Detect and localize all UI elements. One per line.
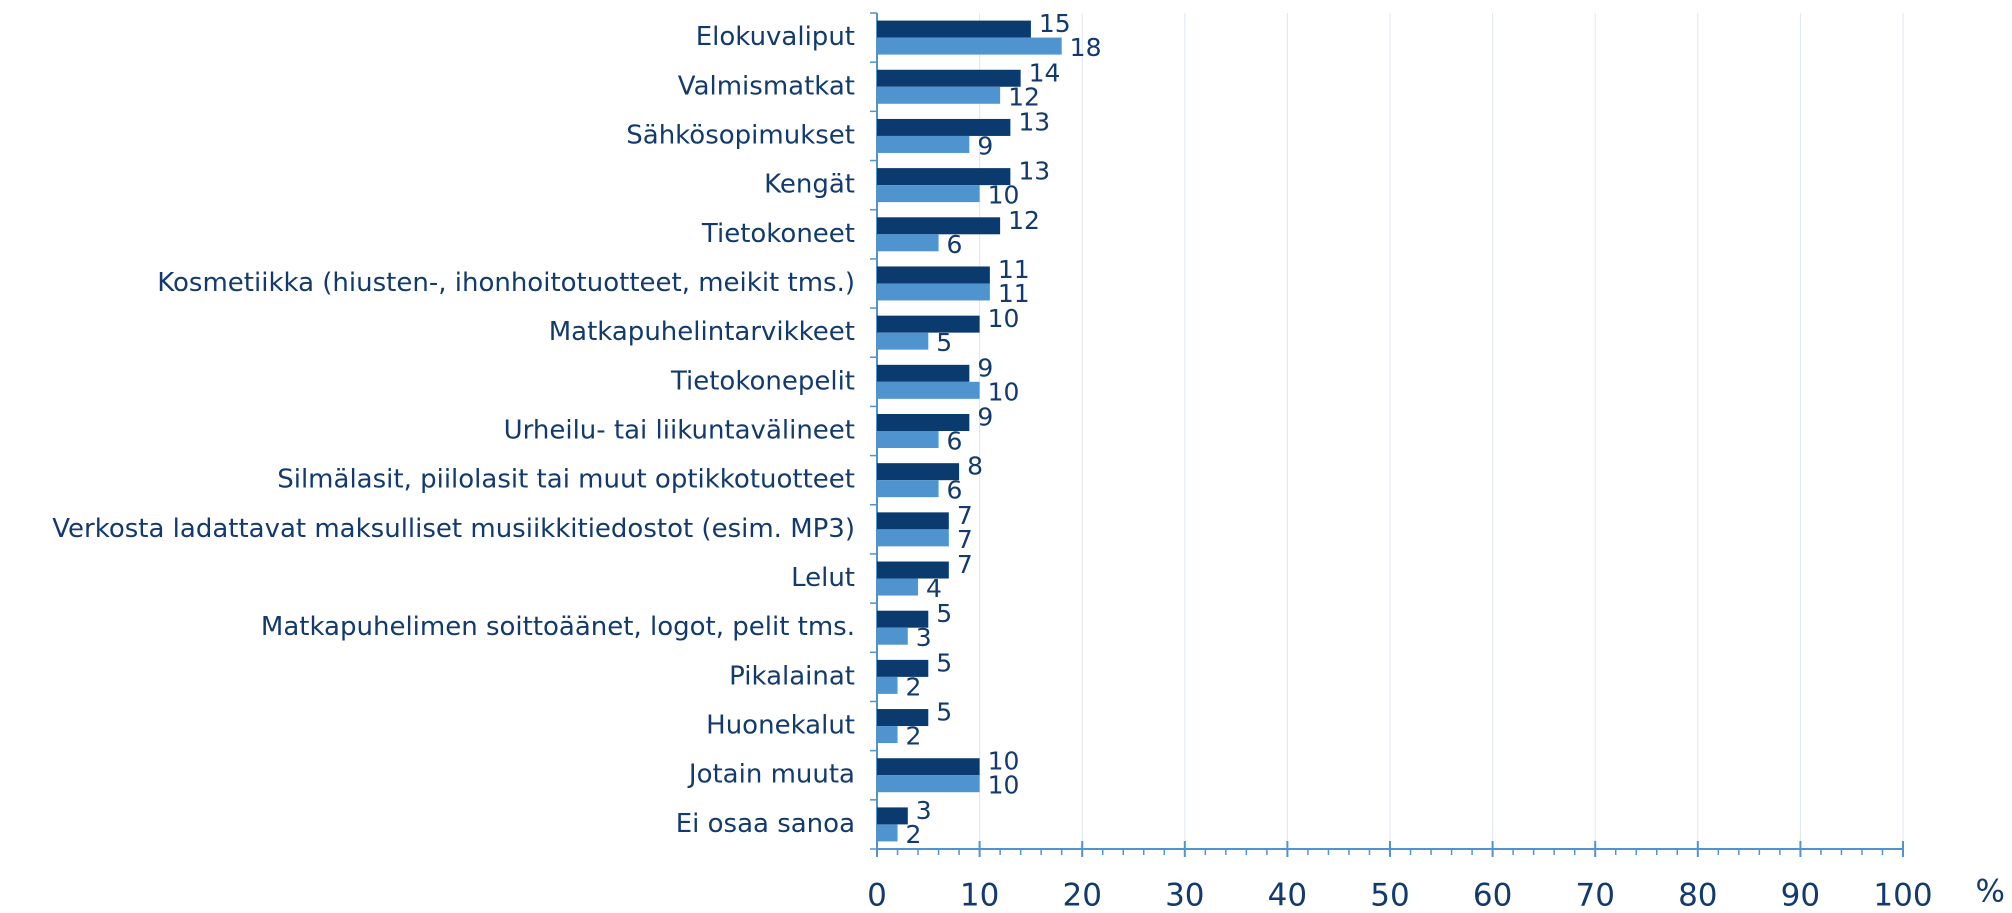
x-tick-label: 60	[1473, 878, 1512, 913]
value-label: 5	[936, 328, 952, 357]
x-tick-label: 10	[960, 878, 999, 913]
x-tick-label: 40	[1268, 878, 1307, 913]
value-label: 5	[936, 599, 952, 628]
value-label: 11	[998, 255, 1030, 284]
bar	[877, 332, 929, 350]
value-label: 12	[1008, 206, 1040, 235]
bar	[877, 37, 1062, 55]
value-label: 3	[916, 623, 932, 652]
y-tick-label: Huonekalut	[706, 711, 855, 741]
bar	[877, 234, 939, 252]
value-label: 5	[936, 648, 952, 677]
value-label: 10	[988, 771, 1020, 800]
value-label: 10	[988, 304, 1020, 333]
bar	[877, 20, 1031, 38]
x-tick-label: 20	[1062, 878, 1101, 913]
value-label: 7	[957, 550, 973, 579]
y-tick-label: Pikalainat	[729, 661, 855, 691]
y-tick-label: Urheilu- tai liikuntavälineet	[504, 416, 855, 446]
bar	[877, 69, 1021, 87]
bar	[877, 627, 908, 645]
bar	[877, 512, 949, 530]
value-label: 18	[1070, 33, 1102, 62]
value-label: 6	[947, 476, 963, 505]
value-label: 15	[1039, 9, 1071, 38]
bar	[877, 775, 980, 793]
bar	[877, 168, 1011, 186]
bar	[877, 480, 939, 498]
value-label: 6	[947, 230, 963, 259]
bar	[877, 185, 980, 203]
y-tick-label: Ei osaa sanoa	[676, 809, 855, 839]
y-tick-label: Valmismatkat	[678, 71, 855, 101]
y-tick-label: Kengät	[764, 170, 855, 200]
bar	[877, 726, 898, 744]
bar	[877, 266, 990, 284]
value-label: 10	[988, 747, 1020, 776]
value-label: 9	[977, 353, 993, 382]
y-tick-label: Sähkösopimukset	[626, 120, 855, 150]
y-tick-label: Tietokoneet	[701, 219, 855, 249]
bar	[877, 676, 898, 694]
value-label: 13	[1018, 107, 1050, 136]
bar	[877, 610, 929, 628]
value-label: 12	[1008, 82, 1040, 111]
y-tick-label: Tietokonepelit	[670, 366, 855, 396]
x-tick-label: 0	[867, 878, 887, 913]
y-tick-label: Jotain muuta	[687, 760, 855, 790]
y-tick-label: Elokuvaliput	[696, 22, 855, 52]
bar	[877, 135, 970, 153]
bar	[877, 431, 939, 448]
value-label: 2	[906, 722, 922, 751]
value-label: 7	[957, 501, 973, 530]
value-label: 4	[926, 574, 942, 603]
value-label: 11	[998, 279, 1030, 308]
bar	[877, 824, 898, 842]
bar	[877, 709, 929, 727]
x-tick-label: 50	[1370, 878, 1409, 913]
bar	[877, 463, 960, 481]
bar	[877, 86, 1001, 104]
bar	[877, 283, 990, 301]
x-tick-label: 70	[1575, 878, 1614, 913]
value-label: 5	[936, 698, 952, 727]
value-label: 10	[988, 181, 1020, 210]
bar	[877, 529, 949, 547]
value-label: 7	[957, 525, 973, 554]
value-label: 8	[967, 452, 983, 481]
x-axis-label: %	[1976, 874, 2005, 910]
value-label: 9	[977, 131, 993, 160]
bar	[877, 315, 980, 333]
bar	[877, 807, 908, 825]
x-tick-label: 30	[1165, 878, 1204, 913]
value-label: 14	[1029, 58, 1061, 87]
bar	[877, 381, 980, 399]
value-label: 9	[977, 403, 993, 432]
y-tick-label: Kosmetiikka (hiusten-, ihonhoitotuotteet…	[157, 268, 855, 298]
bar	[877, 561, 949, 579]
bar	[877, 364, 970, 382]
x-tick-label: 90	[1781, 878, 1820, 913]
value-label: 2	[906, 820, 922, 849]
y-tick-label: Matkapuhelimen soittoäänet, logot, pelit…	[261, 612, 855, 642]
value-label: 3	[916, 796, 932, 825]
bar	[877, 578, 919, 596]
y-tick-label: Matkapuhelintarvikkeet	[549, 317, 855, 347]
value-label: 13	[1018, 157, 1050, 186]
bar	[877, 758, 980, 776]
value-label: 10	[988, 377, 1020, 406]
bar	[877, 217, 1001, 235]
value-label: 6	[947, 427, 963, 456]
y-tick-label: Lelut	[791, 563, 855, 593]
bar	[877, 414, 970, 431]
bar	[877, 659, 929, 677]
y-tick-label: Verkosta ladattavat maksulliset musiikki…	[52, 514, 855, 544]
x-tick-label: 80	[1678, 878, 1717, 913]
x-tick-label: 100	[1873, 878, 1932, 913]
y-tick-label: Silmälasit, piilolasit tai muut optikkot…	[277, 465, 855, 495]
bar	[877, 118, 1011, 136]
value-label: 2	[906, 672, 922, 701]
